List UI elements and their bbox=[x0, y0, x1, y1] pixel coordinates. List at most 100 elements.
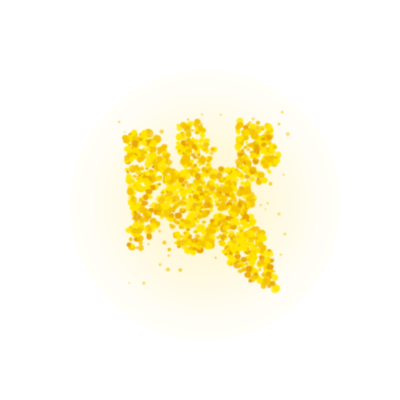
glitter-particle bbox=[250, 129, 255, 133]
glitter-particle bbox=[265, 271, 272, 277]
glitter-speck bbox=[247, 243, 251, 246]
glitter-particle bbox=[183, 197, 187, 201]
glitter-particle bbox=[137, 207, 144, 214]
glitter-particle bbox=[215, 235, 221, 240]
glitter-particle bbox=[131, 136, 137, 141]
glitter-particle bbox=[235, 238, 242, 244]
glitter-speck bbox=[283, 232, 287, 236]
glitter-particle bbox=[237, 226, 243, 231]
glitter-particle bbox=[248, 279, 253, 283]
glitter-particle bbox=[218, 166, 224, 172]
glitter-particle bbox=[248, 191, 255, 199]
glitter-particle bbox=[197, 211, 200, 214]
glitter-speck bbox=[240, 188, 244, 193]
glitter-speck bbox=[201, 113, 203, 116]
glitter-particle bbox=[237, 222, 241, 226]
glitter-particle bbox=[235, 168, 238, 172]
glitter-speck bbox=[159, 129, 164, 134]
glitter-speck bbox=[246, 246, 251, 251]
glitter-particle bbox=[136, 156, 143, 163]
glitter-particle bbox=[258, 267, 262, 272]
glitter-particle bbox=[235, 232, 240, 236]
glitter-particle bbox=[257, 171, 265, 179]
glitter-particle bbox=[246, 229, 254, 238]
glitter-particle bbox=[258, 255, 264, 260]
glitter-particle bbox=[240, 256, 247, 263]
glitter-particle bbox=[214, 200, 218, 203]
glitter-particle bbox=[176, 175, 180, 178]
glitter-particle bbox=[244, 186, 252, 195]
glitter-particle bbox=[223, 237, 227, 240]
glitter-particle bbox=[222, 177, 227, 180]
glitter-particle bbox=[226, 174, 232, 180]
glitter-particle bbox=[228, 205, 232, 209]
glitter-particle bbox=[204, 192, 209, 197]
glitter-particle bbox=[140, 178, 145, 183]
glitter-particle bbox=[253, 152, 257, 157]
glitter-speck bbox=[269, 249, 273, 253]
glitter-particle bbox=[197, 185, 203, 190]
glitter-particle bbox=[136, 150, 142, 157]
glitter-particle bbox=[269, 258, 275, 263]
glitter-speck bbox=[268, 181, 273, 186]
glitter-particle bbox=[180, 131, 185, 135]
glitter-particle bbox=[260, 137, 266, 141]
glitter-speck bbox=[280, 110, 284, 114]
glitter-particle bbox=[230, 171, 238, 178]
glitter-particle bbox=[206, 159, 211, 163]
glitter-particle bbox=[183, 180, 188, 185]
glitter-particle bbox=[205, 170, 209, 174]
glitter-particle bbox=[180, 139, 186, 146]
glitter-particle bbox=[266, 263, 274, 270]
glitter-particle bbox=[138, 240, 143, 246]
glitter-particle bbox=[185, 223, 191, 229]
glitter-particle bbox=[148, 207, 155, 213]
glitter-particle bbox=[185, 122, 190, 126]
glitter-particle bbox=[138, 186, 146, 192]
glitter-particle bbox=[272, 284, 281, 292]
glitter-particle bbox=[166, 167, 172, 172]
glitter-particle bbox=[248, 121, 252, 124]
glitter-speck bbox=[270, 134, 274, 138]
glitter-particle bbox=[196, 156, 201, 160]
glitter-particle bbox=[209, 180, 214, 186]
glitter-particle bbox=[142, 140, 148, 147]
glitter-particle bbox=[169, 223, 173, 227]
glitter-particle bbox=[228, 251, 233, 256]
glitter-speck bbox=[252, 146, 255, 149]
glitter-particle bbox=[198, 164, 202, 167]
glitter-particle bbox=[231, 257, 237, 263]
glitter-particle bbox=[221, 185, 229, 192]
glitter-particle bbox=[234, 253, 241, 259]
glitter-particle bbox=[188, 246, 194, 250]
glitter-particle bbox=[195, 219, 200, 224]
glitter-particle bbox=[135, 246, 139, 249]
glitter-particle bbox=[253, 226, 260, 232]
glitter-particle bbox=[251, 131, 259, 141]
glitter-speck bbox=[246, 143, 251, 148]
glitter-speck bbox=[191, 137, 194, 139]
glitter-particle bbox=[208, 190, 212, 194]
glitter-particle bbox=[139, 138, 142, 141]
glitter-particle bbox=[261, 177, 268, 184]
glitter-particle bbox=[199, 192, 204, 196]
glitter-particle bbox=[128, 143, 132, 146]
glitter-particle bbox=[249, 123, 257, 130]
glitter-particle bbox=[196, 198, 200, 202]
glitter-speck bbox=[214, 256, 217, 259]
glitter-particle bbox=[173, 200, 178, 205]
glitter-speck bbox=[279, 253, 282, 256]
glitter-particle bbox=[227, 186, 233, 193]
glitter-particle bbox=[129, 166, 133, 169]
glitter-particle bbox=[235, 146, 240, 151]
glitter-particle bbox=[165, 159, 173, 166]
glitter-particle bbox=[196, 214, 202, 220]
glitter-speck bbox=[166, 152, 171, 158]
glitter-particle bbox=[206, 149, 210, 153]
glitter-particle bbox=[173, 193, 176, 197]
glitter-particle bbox=[199, 137, 204, 141]
glitter-particle bbox=[265, 123, 273, 132]
glitter-particle bbox=[267, 170, 272, 174]
glitter-speck bbox=[246, 179, 249, 182]
glitter-particle bbox=[191, 182, 198, 190]
